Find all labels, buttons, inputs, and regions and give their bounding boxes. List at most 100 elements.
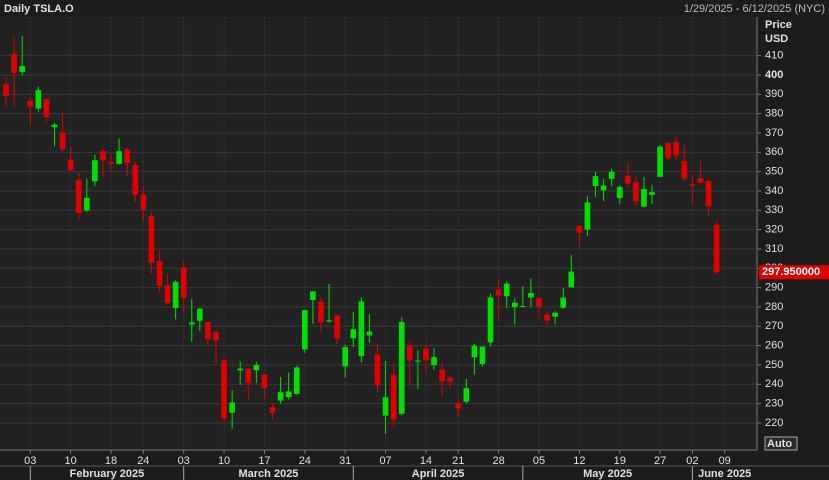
candle-body bbox=[633, 182, 639, 202]
candle-body bbox=[35, 90, 42, 109]
candle-body bbox=[75, 179, 82, 214]
y-tick-label: 390 bbox=[765, 88, 783, 100]
candle-body bbox=[108, 161, 114, 164]
y-tick-label: 260 bbox=[765, 340, 783, 352]
x-tick-label: 10 bbox=[218, 455, 230, 467]
candle-body bbox=[132, 165, 139, 196]
candle-body bbox=[681, 160, 688, 179]
y-tick-label: 250 bbox=[765, 359, 783, 371]
candle-body bbox=[463, 388, 470, 402]
chart-title: Daily TSLA.O bbox=[4, 3, 74, 15]
month-label: February 2025 bbox=[70, 468, 145, 480]
y-tick-label: 360 bbox=[765, 146, 783, 158]
x-tick-label: 18 bbox=[105, 455, 117, 467]
candle-body bbox=[390, 374, 397, 420]
candle-body bbox=[326, 320, 332, 322]
candle-body bbox=[51, 124, 58, 128]
y-tick-label: 320 bbox=[765, 224, 783, 236]
candle-body bbox=[285, 391, 292, 398]
candle-body bbox=[592, 176, 599, 187]
candle-body bbox=[697, 178, 704, 183]
candle-body bbox=[616, 186, 623, 199]
candle-body bbox=[495, 289, 502, 296]
candle-body bbox=[197, 308, 203, 321]
y-tick-label: 410 bbox=[765, 50, 783, 62]
candle-body bbox=[277, 392, 284, 401]
candle-body bbox=[350, 329, 357, 339]
y-tick-label: 400 bbox=[765, 69, 783, 81]
candle-body bbox=[447, 377, 453, 382]
auto-button-label[interactable]: Auto bbox=[767, 438, 792, 450]
candle-body bbox=[439, 369, 445, 382]
y-tick-label: 270 bbox=[765, 320, 783, 332]
candle-body bbox=[366, 331, 373, 336]
month-label: March 2025 bbox=[239, 468, 299, 480]
y-axis-unit: USD bbox=[765, 33, 788, 45]
candle-body bbox=[584, 202, 591, 230]
candle-body bbox=[100, 151, 106, 161]
y-tick-label: 350 bbox=[765, 166, 783, 178]
candle-body bbox=[269, 407, 276, 413]
auto-button-frame[interactable] bbox=[764, 436, 798, 451]
candle-body bbox=[665, 142, 672, 159]
candle-body bbox=[431, 357, 437, 366]
candle-body bbox=[455, 403, 462, 409]
auto-button[interactable]: Auto bbox=[764, 436, 798, 451]
y-axis-title: Price bbox=[765, 19, 792, 31]
y-tick-label: 330 bbox=[765, 204, 783, 216]
y-tick-label: 380 bbox=[765, 108, 783, 120]
candle-body bbox=[164, 285, 171, 304]
x-tick-label: 24 bbox=[137, 455, 149, 467]
candle-body bbox=[27, 100, 34, 107]
y-tick-label: 370 bbox=[765, 127, 783, 139]
candle-body bbox=[342, 347, 349, 367]
candle-body bbox=[156, 261, 163, 287]
candle-body bbox=[229, 402, 235, 413]
candle-body bbox=[471, 345, 478, 358]
candle-body bbox=[188, 322, 195, 325]
candle-body bbox=[705, 181, 712, 207]
x-tick-label: 21 bbox=[452, 455, 464, 467]
candle-body bbox=[67, 159, 74, 171]
x-tick-label: 31 bbox=[339, 455, 351, 467]
candle-body bbox=[3, 84, 9, 97]
last-price-label: 297.950000 bbox=[762, 266, 820, 278]
candle-body bbox=[11, 53, 17, 74]
candle-body bbox=[576, 225, 583, 233]
x-tick-label: 02 bbox=[686, 455, 698, 467]
candle-body bbox=[406, 345, 413, 361]
candle-body bbox=[19, 66, 26, 73]
y-tick-label: 310 bbox=[765, 243, 783, 255]
candle-body bbox=[503, 283, 510, 297]
candle-body bbox=[520, 305, 526, 307]
candle-body bbox=[253, 364, 260, 371]
x-tick-label: 03 bbox=[178, 455, 190, 467]
candle-body bbox=[487, 297, 494, 343]
candle-body bbox=[221, 360, 227, 419]
y-tick-label: 280 bbox=[765, 301, 783, 313]
candle-body bbox=[568, 271, 575, 288]
candle-body bbox=[213, 332, 219, 341]
y-tick-label: 290 bbox=[765, 282, 783, 294]
candle-body bbox=[398, 322, 405, 414]
candle-body bbox=[92, 160, 98, 182]
candle-body bbox=[301, 310, 308, 350]
candle-body bbox=[649, 192, 655, 195]
x-tick-label: 24 bbox=[299, 455, 311, 467]
candle-body bbox=[59, 132, 66, 150]
x-tick-label: 03 bbox=[24, 455, 36, 467]
candle-body bbox=[608, 171, 615, 179]
candle-body bbox=[552, 312, 558, 317]
candle-body bbox=[382, 397, 389, 416]
candle-body bbox=[245, 368, 252, 383]
candle-body bbox=[43, 99, 50, 118]
candle-body bbox=[261, 374, 268, 389]
x-tick-label: 14 bbox=[420, 455, 432, 467]
y-tick-label: 240 bbox=[765, 378, 783, 390]
candle-body bbox=[237, 368, 244, 371]
candle-body bbox=[536, 298, 542, 307]
candle-body bbox=[689, 184, 696, 186]
x-tick-label: 28 bbox=[492, 455, 504, 467]
candle-body bbox=[479, 346, 486, 364]
y-tick-label: 220 bbox=[765, 417, 783, 429]
